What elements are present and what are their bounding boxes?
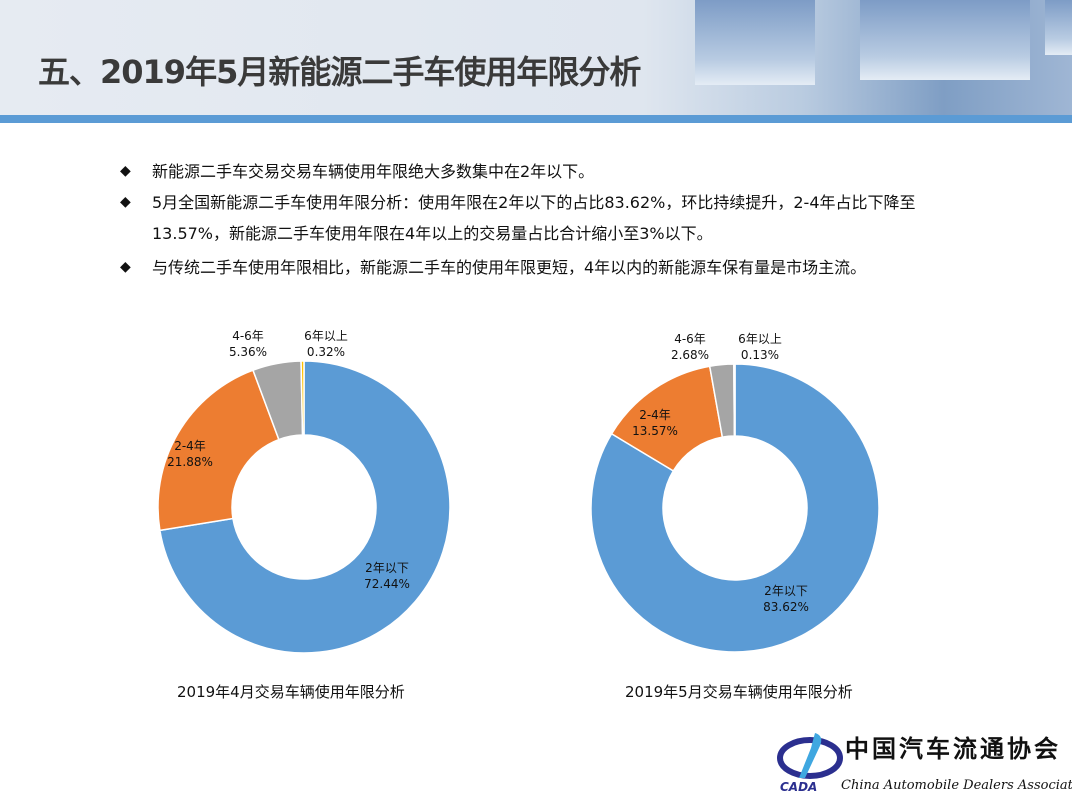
slice-percent: 83.62% bbox=[763, 600, 809, 614]
donut-slice-2-4年 bbox=[157, 369, 280, 532]
slice-percent: 5.36% bbox=[228, 345, 268, 359]
decorative-cube bbox=[1045, 0, 1072, 55]
decorative-cube bbox=[860, 0, 1030, 80]
cada-abbr: CADA bbox=[780, 780, 817, 794]
slice-category: 6年以上 bbox=[738, 332, 782, 346]
slice-label: 2年以下 83.62% bbox=[763, 583, 809, 615]
slice-label: 4-6年 5.36% bbox=[229, 328, 267, 360]
slice-label: 2-4年 21.88% bbox=[167, 438, 213, 470]
diamond-icon: ◆ bbox=[120, 163, 131, 179]
bullet-item: ◆ 新能源二手车交易交易车辆使用年限绝大多数集中在2年以下。 bbox=[120, 156, 950, 187]
bullet-item: ◆ 5月全国新能源二手车使用年限分析：使用年限在2年以下的占比83.62%，环比持… bbox=[120, 187, 950, 249]
cada-logo: CADA 中国汽车流通协会 China Automobile Dealers A… bbox=[775, 728, 1072, 800]
donut-slice-2年以下 bbox=[590, 363, 880, 653]
logo-chinese-name: 中国汽车流通协会 bbox=[845, 734, 1061, 763]
logo-english-name: China Automobile Dealers Association bbox=[841, 778, 1072, 793]
donut-slice-2年以下 bbox=[159, 360, 451, 654]
slice-category: 2-4年 bbox=[639, 408, 671, 422]
slice-percent: 2.68% bbox=[670, 348, 710, 362]
bullet-item: ◆ 与传统二手车使用年限相比，新能源二手车的使用年限更短，4年以内的新能源车保有量… bbox=[120, 252, 950, 283]
chart-caption-april: 2019年4月交易车辆使用年限分析 bbox=[177, 683, 405, 701]
slice-label: 6年以上 0.32% bbox=[304, 328, 348, 360]
slice-category: 4-6年 bbox=[232, 329, 264, 343]
slice-category: 4-6年 bbox=[674, 332, 706, 346]
slice-label: 2年以下 72.44% bbox=[364, 560, 410, 592]
slice-percent: 72.44% bbox=[364, 577, 410, 591]
header-banner bbox=[0, 0, 1072, 115]
decorative-cube bbox=[695, 0, 815, 85]
bullet-text: 5月全国新能源二手车使用年限分析：使用年限在2年以下的占比83.62%，环比持续… bbox=[152, 193, 916, 243]
donut-slice-6年以上 bbox=[733, 363, 736, 437]
chart-caption-may: 2019年5月交易车辆使用年限分析 bbox=[625, 683, 853, 701]
page-title: 五、2019年5月新能源二手车使用年限分析 bbox=[38, 53, 641, 91]
slice-label: 2-4年 13.57% bbox=[632, 407, 678, 439]
bullet-list: ◆ 新能源二手车交易交易车辆使用年限绝大多数集中在2年以下。 ◆ 5月全国新能源二手… bbox=[120, 156, 950, 283]
diamond-icon: ◆ bbox=[120, 259, 131, 275]
slice-label: 6年以上 0.13% bbox=[738, 331, 782, 363]
slice-category: 2-4年 bbox=[174, 439, 206, 453]
bullet-text: 与传统二手车使用年限相比，新能源二手车的使用年限更短，4年以内的新能源车保有量是… bbox=[152, 258, 867, 277]
cada-emblem-icon: CADA bbox=[777, 733, 843, 794]
slice-category: 6年以上 bbox=[304, 329, 348, 343]
slice-percent: 13.57% bbox=[632, 424, 678, 438]
slice-category: 2年以下 bbox=[365, 561, 409, 575]
slice-percent: 0.32% bbox=[306, 345, 346, 359]
slice-percent: 0.13% bbox=[740, 348, 780, 362]
donut-slice-6年以上 bbox=[300, 360, 305, 436]
diamond-icon: ◆ bbox=[120, 194, 131, 210]
slice-label: 4-6年 2.68% bbox=[671, 331, 709, 363]
slice-category: 2年以下 bbox=[764, 584, 808, 598]
bullet-text: 新能源二手车交易交易车辆使用年限绝大多数集中在2年以下。 bbox=[152, 162, 595, 181]
slice-percent: 21.88% bbox=[167, 455, 213, 469]
header-band bbox=[0, 115, 1072, 123]
